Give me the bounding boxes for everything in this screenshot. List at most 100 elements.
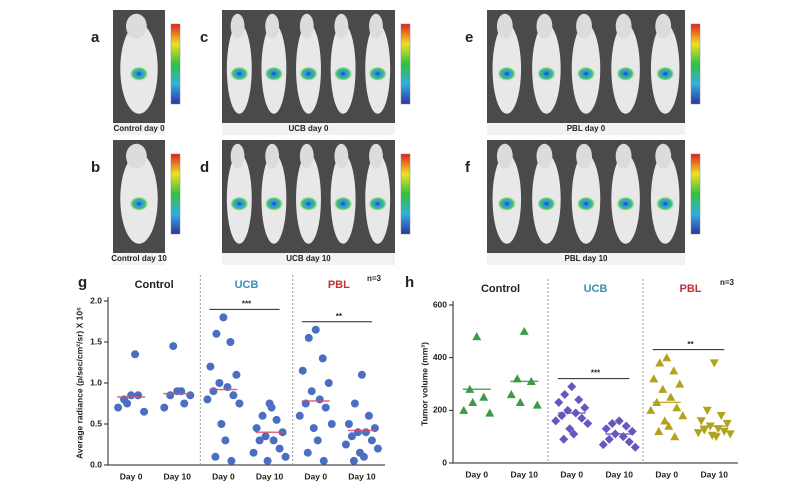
data-point (559, 434, 569, 444)
data-point (373, 444, 382, 453)
mouse-head (230, 143, 245, 169)
significance-label: *** (242, 300, 252, 309)
data-point (309, 424, 318, 433)
data-point (272, 415, 281, 424)
data-point (662, 353, 672, 362)
data-point (209, 387, 218, 396)
data-point (227, 456, 236, 465)
caption-strip (222, 123, 395, 135)
x-tick-label: Day 0 (212, 471, 235, 481)
data-point (512, 374, 522, 383)
data-point (655, 358, 665, 367)
mouse-head (265, 13, 280, 39)
group-label: UCB (584, 283, 608, 295)
significance-label: *** (591, 369, 601, 378)
data-point (654, 426, 664, 435)
data-point (275, 444, 284, 453)
data-point (468, 397, 478, 407)
signal (616, 196, 635, 211)
data-point (716, 412, 726, 421)
panel-caption: Control day 0 (113, 124, 165, 133)
signal (264, 66, 283, 81)
signal (230, 196, 249, 211)
data-point (318, 354, 327, 363)
signal (577, 66, 595, 81)
data-point (232, 370, 241, 379)
y-tick-label: 2.0 (90, 295, 102, 305)
signal (299, 196, 318, 211)
y-tick-label: 400 (433, 352, 447, 362)
panel-caption: PBL day 0 (567, 124, 606, 133)
panel-caption: UCB day 10 (286, 254, 331, 263)
data-point (565, 424, 575, 434)
data-point (485, 408, 495, 417)
x-tick-label: Day 0 (560, 469, 583, 479)
data-point (203, 395, 212, 404)
data-point (140, 407, 149, 416)
data-point (269, 436, 278, 445)
data-point (341, 440, 350, 449)
colorbar (690, 153, 701, 235)
x-tick-label: Day 10 (511, 469, 539, 479)
data-point (583, 419, 593, 428)
data-point (711, 433, 721, 442)
data-point (166, 391, 175, 400)
data-point (315, 395, 324, 404)
signal (616, 66, 635, 81)
group-label: Control (481, 283, 520, 295)
signal (537, 66, 556, 81)
signal (334, 66, 353, 81)
signal (130, 196, 148, 211)
data-point (672, 403, 682, 412)
mouse-head (576, 143, 592, 169)
note: n=3 (720, 278, 735, 287)
mouse-head (334, 143, 349, 169)
data-point (206, 362, 215, 371)
mouse-head (536, 13, 553, 39)
data-point (123, 399, 132, 408)
mouse-head (536, 143, 553, 169)
data-point (601, 424, 611, 434)
data-point (263, 456, 272, 465)
data-point (577, 413, 587, 423)
data-point (551, 416, 561, 426)
data-point (506, 390, 516, 399)
data-point (131, 350, 140, 359)
data-point (621, 421, 631, 431)
panel-caption: Control day 10 (111, 254, 167, 263)
panel-label: d (200, 159, 209, 176)
data-point (186, 391, 195, 400)
data-point (364, 411, 373, 420)
data-point (169, 342, 178, 351)
data-point (160, 403, 169, 412)
colorbar (170, 23, 181, 105)
x-tick-label: Day 10 (164, 471, 192, 481)
mouse-head (125, 143, 147, 169)
significance-label: ** (687, 340, 694, 349)
data-point (713, 425, 723, 434)
data-point (722, 419, 732, 428)
x-tick-label: Day 10 (348, 471, 376, 481)
data-point (569, 429, 579, 439)
data-point (554, 397, 564, 407)
mouse-head (334, 13, 349, 39)
data-point (252, 424, 261, 433)
x-tick-label: Day 10 (701, 469, 729, 479)
data-point (515, 397, 525, 407)
mouse-head (576, 13, 592, 39)
data-point (349, 456, 358, 465)
signal (230, 66, 249, 81)
data-point (459, 405, 469, 414)
panel-label: g (78, 274, 87, 291)
note: n=3 (367, 274, 382, 283)
caption-strip (487, 123, 685, 135)
data-point (624, 437, 634, 447)
mouse-head (496, 13, 513, 39)
mouse-head (125, 13, 147, 39)
significance-label: ** (336, 312, 343, 321)
mouse-head (615, 143, 632, 169)
data-point (319, 456, 328, 465)
data-point (255, 436, 264, 445)
data-point (604, 434, 614, 444)
